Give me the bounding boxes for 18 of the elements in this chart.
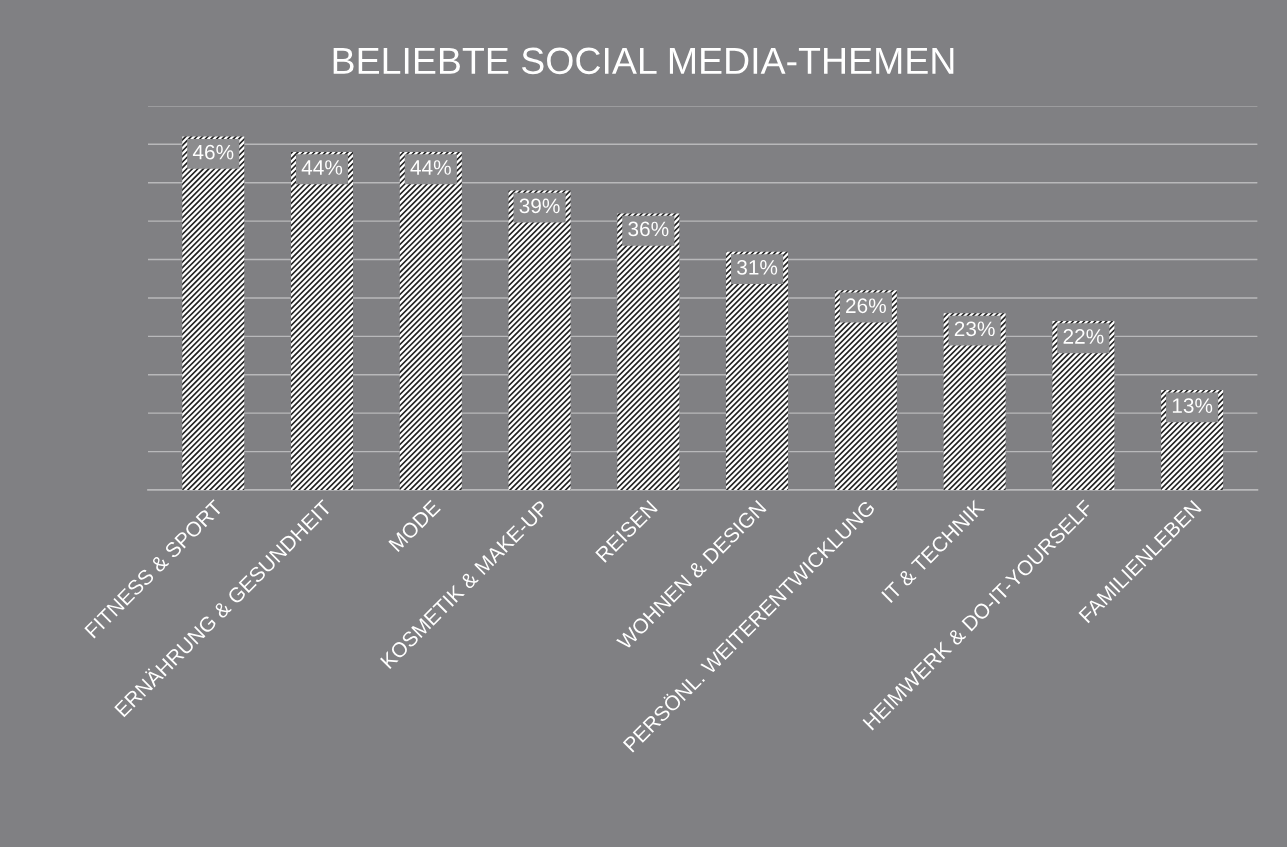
data-label: 26% xyxy=(846,298,886,314)
bar xyxy=(726,251,789,490)
chart-title: BELIEBTE SOCIAL MEDIA-THEMEN xyxy=(333,47,954,75)
data-label: 44% xyxy=(410,160,451,175)
bar xyxy=(291,151,354,490)
bar xyxy=(617,213,680,490)
data-label: 22% xyxy=(1063,329,1104,344)
bar xyxy=(508,190,571,490)
data-label: 13% xyxy=(1172,398,1213,413)
data-label: 46% xyxy=(192,144,234,160)
data-label: 23% xyxy=(954,321,995,337)
data-label: 39% xyxy=(519,198,560,214)
data-label: 36% xyxy=(628,221,669,237)
data-label: 31% xyxy=(737,259,778,275)
bar xyxy=(834,290,897,490)
bar xyxy=(399,151,462,490)
data-label: 44% xyxy=(301,160,343,175)
bar xyxy=(182,136,245,490)
